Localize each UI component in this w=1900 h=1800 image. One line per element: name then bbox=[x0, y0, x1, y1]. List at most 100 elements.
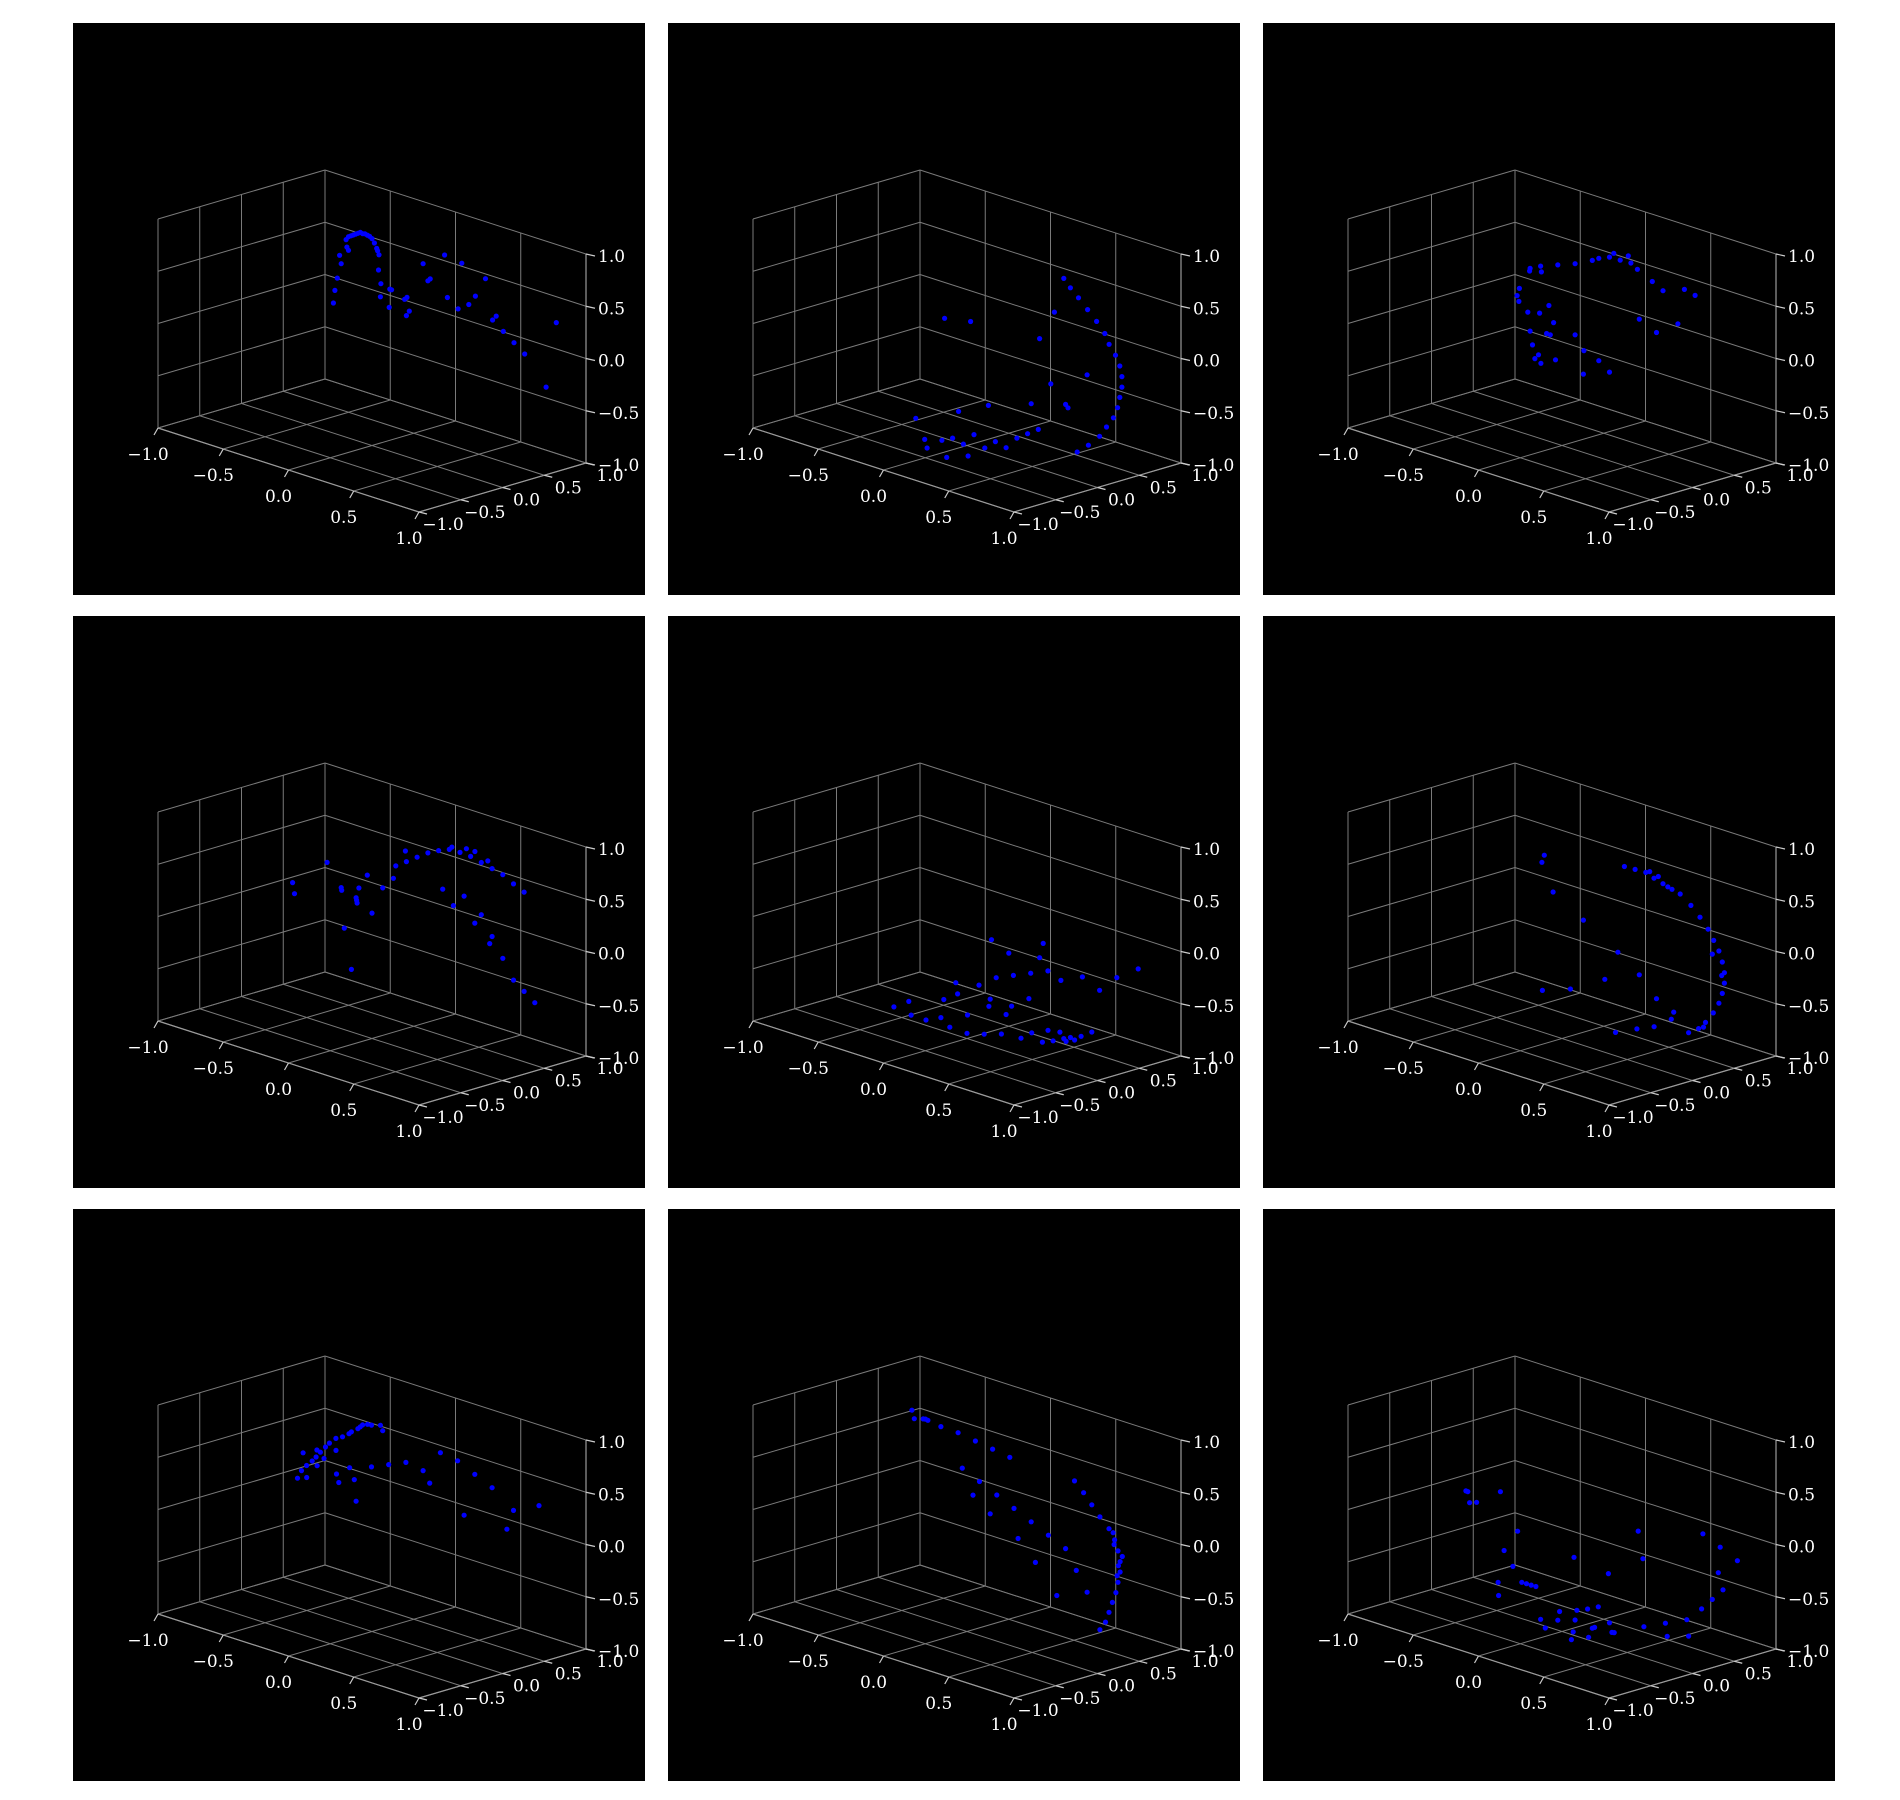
panel-background bbox=[73, 1209, 645, 1781]
z-tick-label: −0.5 bbox=[598, 404, 639, 424]
data-point bbox=[1719, 959, 1725, 965]
data-point bbox=[351, 1477, 357, 1483]
data-point bbox=[330, 300, 336, 306]
y-tick-label: −1.0 bbox=[1017, 1108, 1058, 1128]
data-point bbox=[981, 1031, 987, 1037]
x-tick-mark bbox=[1009, 1697, 1015, 1706]
data-point bbox=[1662, 1620, 1668, 1626]
z-tick-label: −1.0 bbox=[1788, 456, 1829, 476]
data-point bbox=[1636, 972, 1642, 978]
data-point bbox=[1625, 253, 1631, 259]
data-point bbox=[955, 991, 961, 997]
x-tick-label: 1.0 bbox=[1585, 529, 1612, 549]
data-point bbox=[478, 859, 484, 866]
scatter-points bbox=[1463, 1488, 1740, 1643]
data-point bbox=[1709, 1596, 1715, 1602]
data-point bbox=[390, 875, 396, 881]
data-point bbox=[1660, 288, 1666, 294]
data-point bbox=[1675, 321, 1681, 327]
y-tick-label: 0.5 bbox=[555, 478, 582, 498]
data-point bbox=[1045, 968, 1051, 974]
z-tick-mark bbox=[1775, 1648, 1786, 1652]
data-point bbox=[1628, 260, 1634, 266]
y-tick-label: −0.5 bbox=[464, 1689, 505, 1709]
data-point bbox=[942, 315, 948, 321]
z-tick-mark bbox=[1775, 898, 1786, 902]
data-point bbox=[1063, 1038, 1069, 1044]
data-point bbox=[1734, 1558, 1740, 1564]
data-point bbox=[444, 294, 450, 301]
data-point bbox=[468, 853, 474, 859]
y-tick-label: −1.0 bbox=[422, 1108, 463, 1128]
data-point bbox=[1647, 869, 1653, 875]
grid-line bbox=[157, 1407, 326, 1458]
data-point bbox=[353, 895, 359, 901]
x-tick-label: −0.5 bbox=[193, 466, 234, 486]
data-point bbox=[1651, 1024, 1657, 1030]
data-point bbox=[1572, 332, 1578, 338]
data-point bbox=[1135, 966, 1141, 972]
z-tick-mark bbox=[1180, 1003, 1191, 1007]
y-tick-label: 1.0 bbox=[596, 466, 623, 486]
x-tick-mark bbox=[944, 1083, 950, 1092]
x-tick-mark bbox=[283, 1062, 290, 1071]
data-point bbox=[938, 1424, 944, 1430]
data-point bbox=[450, 903, 456, 909]
data-point bbox=[1054, 1592, 1060, 1599]
y-tick-mark bbox=[544, 474, 553, 478]
z-tick-label: 0.0 bbox=[1788, 945, 1815, 965]
data-point bbox=[1580, 371, 1586, 377]
data-point bbox=[965, 453, 971, 459]
data-point bbox=[1686, 1030, 1692, 1036]
data-point bbox=[1686, 1633, 1692, 1639]
z-tick-label: −0.5 bbox=[598, 997, 639, 1017]
data-point bbox=[1114, 1573, 1120, 1579]
z-tick-label: −1.0 bbox=[1193, 1642, 1234, 1662]
y-tick-mark bbox=[1013, 511, 1023, 515]
grid-line bbox=[878, 1576, 1140, 1662]
x-tick-mark bbox=[813, 448, 819, 457]
y-tick-label: −0.5 bbox=[1654, 1096, 1695, 1116]
x-tick-mark bbox=[1009, 511, 1015, 520]
grid-line bbox=[283, 390, 545, 476]
data-point bbox=[304, 1474, 310, 1481]
data-point bbox=[1516, 285, 1522, 291]
y-tick-mark bbox=[1013, 1104, 1023, 1108]
scatter3d-panel-8: −1.0−0.50.00.51.0−1.0−0.50.00.51.0−1.0−0… bbox=[668, 1209, 1240, 1781]
z-tick-mark bbox=[1775, 846, 1786, 850]
y-tick-label: 0.5 bbox=[1745, 478, 1772, 498]
data-point bbox=[489, 1485, 495, 1491]
data-point bbox=[1045, 1027, 1051, 1033]
data-point bbox=[1097, 433, 1103, 439]
x-tick-mark bbox=[1539, 1083, 1545, 1092]
y-tick-label: 0.5 bbox=[555, 1071, 582, 1091]
data-point bbox=[393, 863, 399, 869]
y-tick-mark bbox=[544, 1067, 553, 1071]
z-tick-mark bbox=[585, 1491, 596, 1495]
panel-background bbox=[668, 23, 1240, 595]
data-point bbox=[1719, 990, 1725, 996]
data-point bbox=[459, 260, 465, 266]
data-point bbox=[364, 872, 370, 878]
data-point bbox=[953, 980, 959, 986]
z-tick-mark bbox=[585, 898, 596, 902]
data-point bbox=[1073, 1567, 1079, 1573]
data-point bbox=[1117, 1559, 1123, 1565]
z-tick-label: 1.0 bbox=[1788, 1433, 1815, 1453]
data-point bbox=[938, 1015, 944, 1021]
z-tick-label: 0.0 bbox=[598, 352, 625, 372]
data-point bbox=[922, 436, 928, 442]
data-point bbox=[1006, 950, 1012, 956]
y-tick-label: −1.0 bbox=[1017, 515, 1058, 535]
scatter-points bbox=[1539, 852, 1727, 1036]
data-point bbox=[1640, 1556, 1646, 1562]
grid-line bbox=[752, 1407, 921, 1458]
data-point bbox=[371, 240, 377, 246]
z-tick-mark bbox=[585, 253, 596, 257]
x-tick-mark bbox=[748, 1613, 754, 1622]
data-point bbox=[1555, 262, 1561, 268]
data-point bbox=[1067, 285, 1073, 291]
z-tick-mark bbox=[585, 357, 596, 362]
data-point bbox=[1719, 972, 1725, 979]
data-point bbox=[1496, 1592, 1502, 1599]
